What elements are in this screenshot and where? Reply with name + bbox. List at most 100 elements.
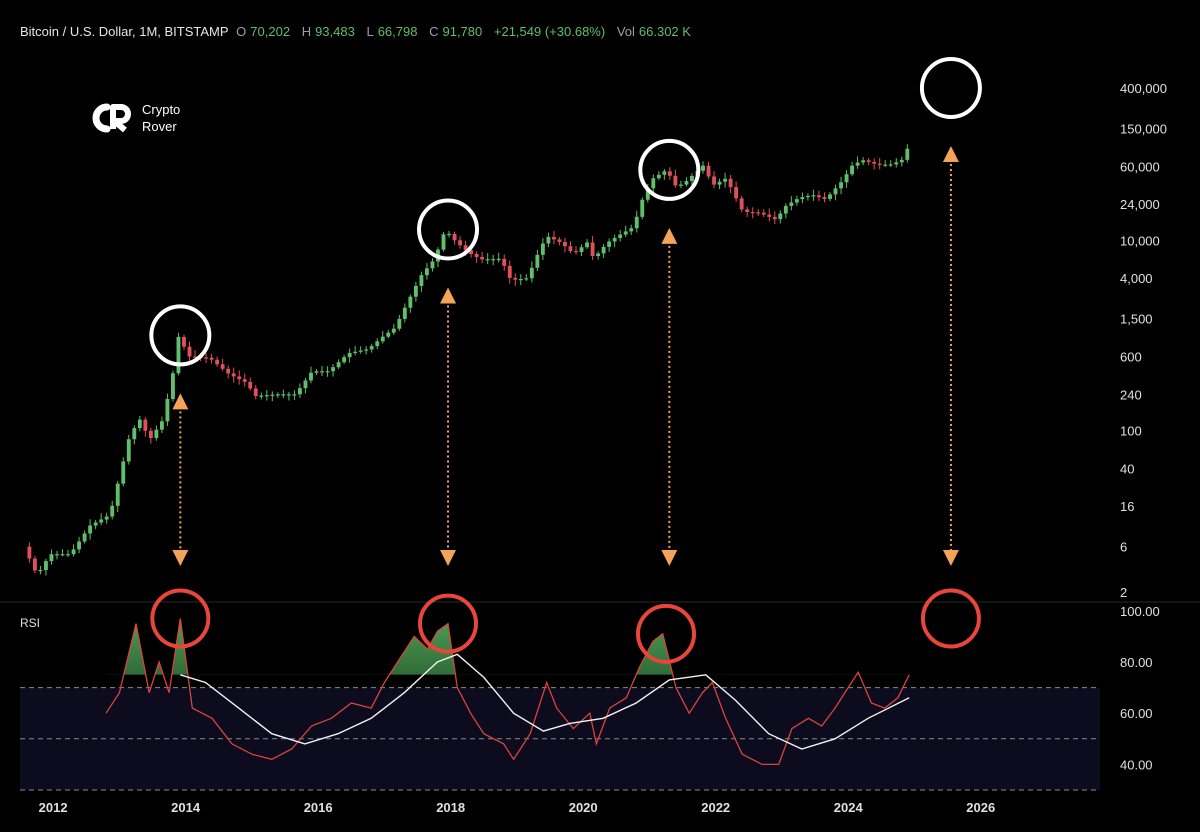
price-candle [209, 353, 214, 364]
price-candle [309, 366, 313, 384]
price-candle [756, 209, 761, 216]
candle-body [899, 159, 904, 163]
candle-body [579, 247, 584, 252]
rsi-axis: 100.00 80.00 60.00 40.00 [1120, 604, 1160, 773]
candle-body [728, 178, 733, 188]
candle-body [226, 368, 231, 374]
price-tick-label: 240 [1120, 387, 1142, 402]
price-candle [137, 415, 142, 432]
price-candle [49, 549, 54, 565]
price-candle [242, 373, 247, 387]
price-candle [601, 243, 606, 259]
rsi-tick-label: 80.00 [1120, 655, 1153, 670]
price-candle [253, 384, 258, 400]
close-label: C [429, 24, 439, 39]
price-candle [833, 184, 838, 201]
price-candle [110, 500, 115, 520]
candle-body [215, 359, 220, 365]
candle-body [590, 242, 595, 257]
price-candle [397, 315, 402, 331]
candle-body [690, 175, 694, 182]
candle-body [877, 163, 882, 165]
price-candle [662, 169, 667, 180]
candle-body [485, 259, 490, 261]
candle-body [32, 558, 37, 571]
price-candle [248, 377, 253, 391]
price-candle [425, 263, 429, 280]
price-candle [778, 210, 783, 224]
price-candle [678, 180, 683, 189]
candle-body [104, 516, 109, 520]
price-candle [93, 519, 98, 530]
candle-body [794, 199, 799, 203]
rsi-line [105, 618, 910, 766]
price-candle [701, 161, 705, 174]
candle-body [739, 198, 744, 210]
price-candle [551, 230, 556, 245]
candle-body [706, 165, 711, 177]
time-tick-label: 2022 [701, 800, 730, 815]
price-candle [159, 416, 164, 434]
price-candle [165, 393, 170, 426]
price-candle [270, 391, 275, 402]
price-candle [380, 331, 385, 344]
price-candle [458, 236, 462, 249]
price-tick-label: 100 [1120, 423, 1142, 438]
price-candle [513, 273, 518, 286]
candle-body [275, 394, 280, 396]
price-candle [121, 457, 126, 487]
price-candle [237, 370, 242, 385]
price-candle [590, 236, 595, 260]
candle-body [154, 429, 159, 439]
candle-body [44, 561, 48, 570]
price-candle [596, 251, 601, 260]
candle-body [209, 357, 214, 360]
price-candle [441, 231, 446, 252]
candle-body [678, 184, 683, 186]
price-candle [413, 281, 418, 302]
candle-body [712, 176, 716, 185]
price-candle [723, 172, 728, 188]
symbol-label: Bitcoin / U.S. Dollar, 1M, BITSTAMP [20, 24, 229, 39]
candle-body [281, 394, 286, 396]
price-candle [204, 353, 209, 364]
time-tick-label: 2018 [436, 800, 465, 815]
candle-body [93, 522, 98, 526]
price-candle [651, 174, 656, 193]
candle-body [872, 161, 877, 164]
candle-body [286, 394, 291, 396]
candle-body [601, 246, 606, 254]
candle-body [684, 181, 689, 185]
price-candle [667, 167, 672, 180]
candle-body [612, 238, 617, 242]
price-candle [264, 389, 269, 401]
price-candle [518, 274, 523, 286]
price-tick-label: 400,000 [1120, 81, 1167, 96]
price-candle [485, 253, 490, 265]
price-candle [187, 341, 192, 362]
price-candle [618, 229, 623, 242]
price-tick-label: 24,000 [1120, 197, 1160, 212]
price-candle [430, 258, 435, 272]
candle-body [413, 285, 418, 297]
candle-body [817, 195, 821, 198]
candle-body [27, 546, 32, 559]
price-candle [44, 558, 48, 576]
candle-body [121, 461, 126, 484]
vol-value: 66.302 K [638, 24, 691, 39]
price-candle [126, 434, 131, 465]
candle-body [143, 419, 148, 431]
candle-body [651, 178, 656, 189]
price-candle [480, 251, 485, 264]
price-candle [171, 370, 175, 402]
price-candle [899, 156, 904, 167]
price-candle [883, 160, 888, 167]
price-candle [391, 323, 396, 335]
candle-body [557, 239, 562, 242]
price-candle [607, 238, 612, 252]
candle-body [723, 178, 728, 182]
price-candle [231, 367, 236, 383]
price-candle [728, 175, 733, 194]
candle-body [193, 356, 197, 358]
